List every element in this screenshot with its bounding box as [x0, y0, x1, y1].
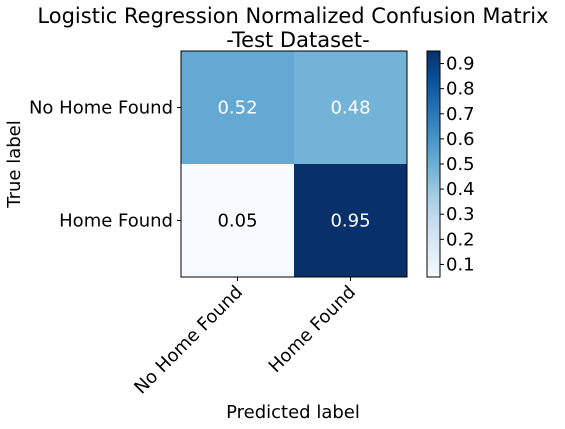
- cell-value-label: 0.05: [217, 211, 257, 232]
- colorbar-tick-label: 0.1: [446, 254, 475, 275]
- heatmap-cells: [181, 51, 407, 277]
- colorbar-tick-label: 0.9: [446, 54, 475, 75]
- colorbar-tick-label: 0.3: [446, 204, 475, 225]
- heatmap-cell-labels: 0.52 0.48 0.05 0.95: [217, 98, 370, 232]
- y-axis-label: True label: [4, 120, 25, 209]
- heatmap-cell: [294, 51, 407, 164]
- colorbar-tick-label: 0.6: [446, 129, 475, 150]
- y-tick-label: No Home Found: [29, 98, 173, 119]
- heatmap-cell: [181, 51, 294, 164]
- x-tick-label: Home Found: [265, 282, 360, 377]
- colorbar-tick-label: 0.5: [446, 154, 475, 175]
- chart-title-line-1: Logistic Regression Normalized Confusion…: [37, 4, 548, 28]
- heatmap-cell: [181, 164, 294, 277]
- chart-title-line-2: -Test Dataset-: [226, 28, 370, 52]
- x-tick-label: No Home Found: [130, 282, 247, 399]
- cell-value-label: 0.95: [330, 211, 370, 232]
- colorbar-tick-label: 0.2: [446, 229, 475, 250]
- cell-value-label: 0.48: [330, 98, 370, 119]
- colorbar-tick-label: 0.7: [446, 104, 475, 125]
- x-axis-ticks: No Home Found Home Found: [130, 277, 360, 398]
- colorbar: [426, 50, 441, 278]
- y-tick-label: Home Found: [59, 211, 173, 232]
- heatmap-cell: [294, 164, 407, 277]
- plot-frame: [180, 50, 408, 278]
- cell-value-label: 0.52: [217, 98, 257, 119]
- colorbar-ticks: 0.1 0.2 0.3 0.4 0.5 0.6 0.7 0.8 0.9: [440, 54, 475, 275]
- colorbar-tick-label: 0.8: [446, 79, 475, 100]
- x-axis-label: Predicted label: [226, 402, 360, 423]
- y-axis-ticks: No Home Found Home Found: [29, 98, 181, 232]
- colorbar-tick-label: 0.4: [446, 179, 475, 200]
